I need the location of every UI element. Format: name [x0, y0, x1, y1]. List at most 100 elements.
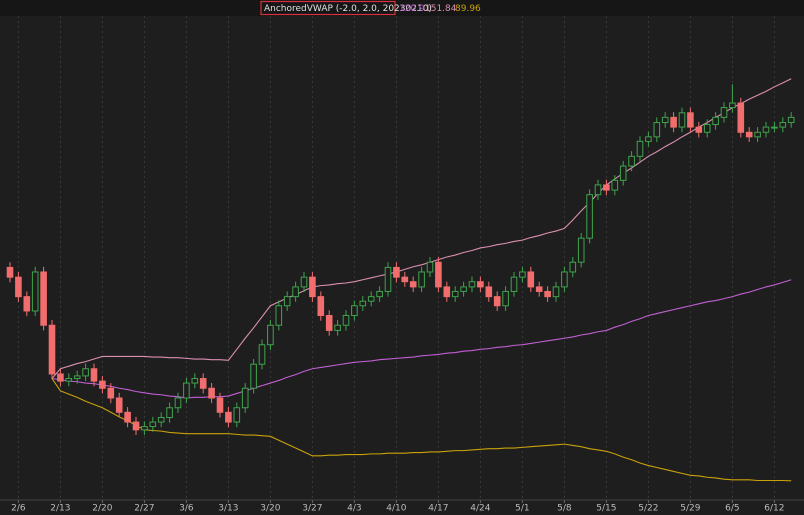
candle-body: [73, 375, 81, 380]
candle-body: [65, 378, 73, 382]
candle-body: [393, 266, 400, 278]
candle-body: [174, 397, 182, 409]
study-label: AnchoredVWAP (-2.0, 2.0, 20230210): [264, 4, 432, 14]
candle-body: [90, 368, 98, 382]
candle-body: [225, 411, 232, 423]
candle-body: [367, 296, 375, 302]
candle-body: [611, 179, 619, 191]
candle-body: [31, 271, 39, 312]
x-tick-label: 4/17: [428, 504, 448, 514]
band-line: [51, 279, 792, 399]
x-tick-label: 3/13: [218, 504, 238, 514]
candle-body: [57, 373, 64, 382]
candle-body: [577, 237, 585, 263]
readout: 120.9: [399, 4, 425, 14]
candle-body: [426, 261, 434, 273]
x-tick-label: 4/10: [386, 504, 406, 514]
candle-body: [510, 276, 518, 292]
candle-body: [241, 387, 249, 409]
candle-body: [351, 305, 358, 316]
candle-body: [166, 407, 173, 418]
x-tick-label: 3/6: [179, 504, 194, 514]
candle-body: [115, 397, 123, 413]
candle-body: [275, 305, 283, 326]
candle-body: [561, 271, 568, 288]
x-tick-label: 5/1: [515, 504, 529, 514]
candle-body: [82, 368, 89, 377]
candle-body: [132, 421, 140, 431]
candle-body: [619, 165, 627, 181]
candle-body: [695, 126, 703, 133]
candle-body: [527, 271, 535, 288]
candle-body: [48, 324, 56, 375]
candle-body: [199, 378, 207, 389]
candle-body: [149, 421, 157, 428]
readout: 151.84: [425, 4, 457, 14]
candle-body: [703, 123, 711, 133]
x-tick-label: 2/27: [134, 504, 154, 514]
candle-body: [359, 300, 367, 307]
candle-body: [334, 324, 341, 331]
candle-body: [720, 107, 728, 118]
candle-body: [594, 184, 602, 196]
x-tick-label: 4/24: [470, 504, 490, 514]
x-tick-label: 3/20: [260, 504, 280, 514]
candle-body: [460, 286, 467, 292]
candle-body: [409, 281, 417, 288]
x-tick-label: 4/3: [347, 504, 361, 514]
candle-body: [603, 184, 610, 191]
candle-body: [216, 397, 224, 413]
study-box[interactable]: [260, 0, 396, 16]
candle-body: [653, 122, 661, 138]
x-tick-label: 6/12: [764, 504, 784, 514]
candle-body: [636, 140, 644, 157]
candle-body: [418, 271, 425, 288]
candle-body: [787, 116, 795, 124]
candle-body: [292, 286, 299, 298]
candle-body: [40, 271, 47, 326]
x-tick-label: 2/6: [11, 504, 26, 514]
candle-body: [208, 387, 215, 399]
candle-body: [317, 296, 325, 316]
candle-body: [435, 261, 442, 288]
candle-body: [586, 194, 593, 239]
candle-body: [250, 363, 257, 389]
x-tick-label: 3/27: [302, 504, 322, 514]
candle-body: [670, 116, 677, 128]
candle-body: [258, 344, 266, 365]
candle-body: [15, 276, 22, 298]
candle-body: [771, 126, 778, 129]
candle-body: [384, 266, 392, 292]
x-tick-label: 2/20: [92, 504, 112, 514]
candle-body: [309, 276, 316, 298]
candle-body: [661, 116, 669, 124]
candle-body: [762, 126, 770, 133]
candle-body: [107, 387, 115, 399]
candle-body: [157, 416, 165, 423]
candle-body: [267, 324, 274, 346]
candle-body: [745, 131, 753, 138]
candle-body: [468, 281, 476, 288]
x-tick-label: 2/13: [50, 504, 70, 514]
candle-body: [376, 290, 383, 298]
candle-body: [687, 112, 694, 128]
candle-body: [233, 407, 241, 423]
x-tick-label: 6/5: [725, 504, 739, 514]
candle-body: [754, 131, 761, 138]
candle-body: [712, 116, 719, 125]
candle-body: [737, 102, 745, 133]
candle-body: [401, 276, 409, 283]
band-line: [51, 378, 792, 482]
candle-body: [6, 266, 14, 278]
candle-body: [23, 296, 31, 312]
candle-body: [124, 411, 131, 423]
candle-body: [325, 314, 333, 331]
candle-body: [485, 286, 493, 298]
candle-body: [477, 281, 484, 288]
candle-body: [493, 296, 501, 307]
candle-body: [502, 290, 509, 307]
candle-body: [183, 382, 190, 399]
